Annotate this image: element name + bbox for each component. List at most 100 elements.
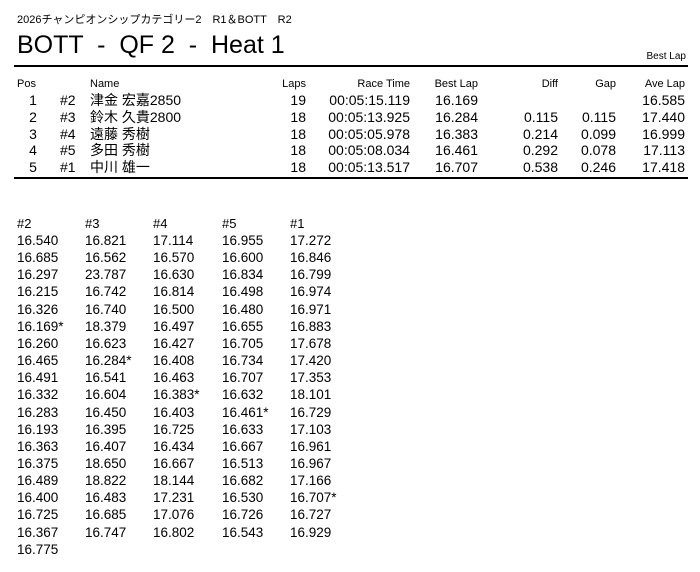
- lap-time: 16.530: [222, 490, 264, 506]
- lap-time: 16.513: [222, 455, 264, 471]
- lap-time: 18.101: [290, 387, 332, 403]
- lap-time: 16.570: [153, 250, 195, 266]
- column-header: Best Lap: [434, 78, 478, 90]
- column-header: Pos: [17, 78, 36, 90]
- gap: 0.246: [580, 159, 616, 176]
- ave-lap: 16.585: [642, 92, 685, 108]
- lap-time: 16.682: [222, 473, 264, 489]
- lap-time: 16.814: [153, 284, 195, 300]
- lap-time: 17.678: [290, 335, 332, 351]
- lap-time: 16.775: [17, 541, 59, 557]
- lap-time: 16.169*: [17, 318, 64, 334]
- event-name: 2026チャンピオンシップカテゴリー2 R1＆BOTT R2: [17, 14, 292, 26]
- lap-time: 16.883: [290, 318, 332, 334]
- lap-time: 17.231: [153, 490, 195, 506]
- lap-time: 16.655: [222, 318, 264, 334]
- diff: 0.292: [522, 142, 558, 159]
- lap-time: 16.604: [85, 387, 127, 403]
- lap-time: 16.540: [17, 233, 59, 248]
- lap-time: 16.834: [222, 267, 264, 283]
- lap-time: 17.076: [153, 507, 195, 523]
- lap-time: 16.705: [222, 335, 264, 351]
- lap-time: 18.822: [85, 473, 127, 489]
- rule: [14, 177, 688, 179]
- race-time: 00:05:15.119: [329, 92, 410, 108]
- lap-time: 16.408: [153, 353, 195, 369]
- pos: 1: [29, 92, 37, 108]
- lap-time: 16.725: [153, 421, 195, 437]
- lap-time: 16.600: [222, 250, 264, 266]
- pos: 2: [29, 108, 37, 125]
- lap-time: 16.799: [290, 267, 332, 283]
- lap-time: 16.729: [290, 404, 332, 420]
- lap-column-header: #3: [85, 216, 100, 231]
- lap-time: 16.463: [153, 370, 195, 386]
- column-header: Diff: [541, 78, 558, 90]
- lap-time: 16.326: [17, 301, 59, 317]
- driver-name: 多田 秀樹: [90, 142, 150, 159]
- car-number: #1: [60, 159, 76, 176]
- lap-time: 16.747: [85, 524, 127, 540]
- lap-time: 16.465: [17, 353, 59, 369]
- lap-time: 16.623: [85, 335, 127, 351]
- pos: 3: [29, 125, 37, 142]
- lap-time: 16.284*: [85, 353, 132, 369]
- ave-lap: 17.440: [642, 108, 685, 125]
- lap-time: 16.667: [222, 438, 264, 454]
- lap-column-header: #4: [153, 216, 168, 231]
- lap-time: 23.787: [85, 267, 127, 283]
- column-header: Laps: [282, 78, 306, 90]
- lap-time: 16.375: [17, 455, 59, 471]
- lap-time: 16.461*: [222, 404, 269, 420]
- lap-time: 17.166: [290, 473, 332, 489]
- lap-time: 16.498: [222, 284, 264, 300]
- lap-time: 16.632: [222, 387, 264, 403]
- diff: 0.115: [524, 108, 558, 125]
- driver-name: 津金 宏嘉2850: [90, 92, 182, 108]
- laps: 18: [290, 159, 306, 176]
- race-time: 00:05:13.517: [328, 159, 410, 176]
- driver-name: 鈴木 久貴2800: [90, 108, 182, 125]
- lap-time: 16.450: [85, 404, 127, 420]
- car-number: #2: [60, 92, 76, 108]
- diff: 0.214: [522, 125, 558, 142]
- lap-time: 16.541: [85, 370, 127, 386]
- best-lap: 16.169: [435, 92, 478, 108]
- lap-time: 16.500: [153, 301, 195, 317]
- laps: 18: [290, 142, 306, 159]
- lap-time: 16.497: [153, 318, 195, 334]
- lap-column-header: #1: [290, 216, 305, 231]
- lap-time: 16.332: [17, 387, 59, 403]
- best-lap: 16.383: [435, 125, 478, 142]
- lap-time: 16.685: [85, 507, 127, 523]
- ave-lap: 16.999: [642, 125, 685, 142]
- pos: 4: [29, 142, 37, 159]
- column-header: Race Time: [357, 78, 410, 90]
- lap-time: 16.480: [222, 301, 264, 317]
- lap-time: 16.726: [222, 507, 264, 523]
- car-number: #5: [60, 142, 76, 159]
- lap-time: 16.562: [85, 250, 127, 266]
- lap-time: 16.434: [153, 438, 195, 454]
- rule: [14, 65, 688, 67]
- laps: 19: [290, 92, 306, 108]
- lap-time: 18.144: [153, 473, 195, 489]
- lap-time: 16.727: [290, 507, 332, 523]
- lap-time: 16.685: [17, 250, 59, 266]
- lap-time: 17.420: [290, 353, 332, 369]
- lap-time: 16.543: [222, 524, 264, 540]
- lap-time: 17.272: [290, 233, 332, 248]
- laps: 18: [290, 108, 306, 125]
- lap-time: 16.489: [17, 473, 59, 489]
- lap-time: 16.846: [290, 250, 332, 266]
- lap-time: 16.260: [17, 335, 59, 351]
- lap-time: 18.379: [85, 318, 127, 334]
- lap-time: 16.740: [85, 301, 127, 317]
- car-number: #3: [60, 108, 76, 125]
- lap-time: 16.967: [290, 455, 332, 471]
- car-number: #4: [60, 125, 76, 142]
- ave-lap: 17.418: [642, 159, 685, 176]
- lap-time: 16.734: [222, 353, 264, 369]
- diff: 0.538: [522, 159, 558, 176]
